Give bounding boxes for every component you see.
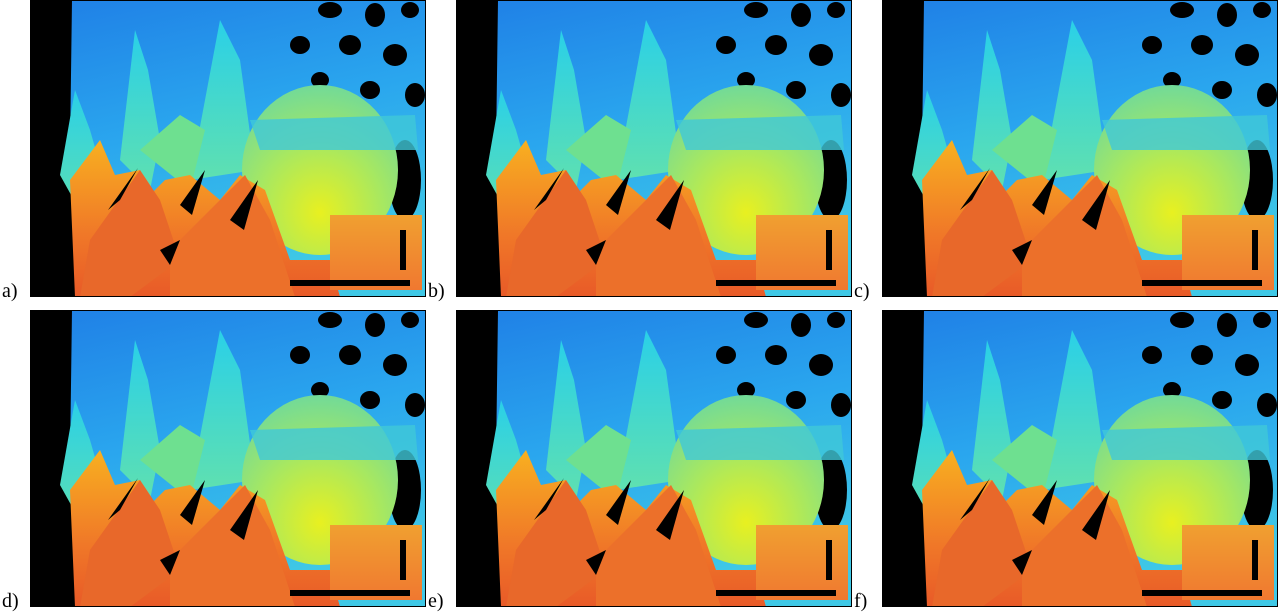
panel [456,0,852,297]
panel-label: e) [428,590,444,612]
disparity-map [882,310,1278,607]
panel [30,310,426,607]
disparity-map [30,0,426,297]
disparity-map [456,310,852,607]
panel [882,310,1278,607]
panel [882,0,1278,297]
panel-label: b) [428,280,445,302]
panel-label: f) [854,590,867,612]
disparity-map [456,0,852,297]
disparity-map [882,0,1278,297]
panels: a) b) c) d) e) f) [2,0,1278,612]
figure: a) b) c) d) e) f) [0,0,1278,615]
panel-label: d) [2,590,19,612]
panel-label: c) [854,280,870,302]
disparity-map [30,310,426,607]
panel [456,310,852,607]
panel-label: a) [2,280,18,302]
panel [30,0,426,297]
